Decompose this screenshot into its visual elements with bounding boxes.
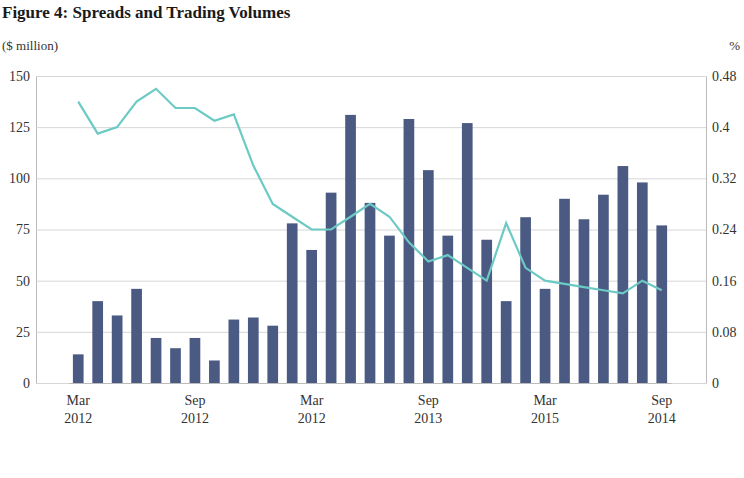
y-axis-line (37, 77, 707, 384)
y2-axis-title: % (729, 38, 740, 53)
bar (170, 348, 181, 383)
y2-tick: 0.24 (706, 222, 737, 237)
x-tick: Mar2015 (531, 383, 559, 426)
bar (365, 203, 376, 383)
bar (462, 123, 473, 383)
bar (190, 338, 201, 383)
x-tick: Mar2012 (298, 383, 326, 426)
bar (267, 326, 278, 383)
x-tick-label: Mar2012 (64, 393, 92, 426)
chart: Figure 4: Spreads and Trading Volumes ($ … (0, 0, 744, 478)
bar (112, 315, 123, 383)
bar (326, 193, 337, 383)
x-tick-label: Sep2013 (414, 393, 442, 426)
y2-axis: 0 0.08 0.16 0.24 0.32 0.4 0.48 (706, 69, 737, 391)
title: Figure 4: Spreads and Trading Volumes (2, 3, 291, 22)
grid-line (36, 76, 706, 77)
y-tick-label: 50 (16, 274, 30, 289)
x-tick: Sep2014 (648, 383, 676, 426)
bar (656, 225, 667, 383)
y2-tick: 0.4 (706, 120, 730, 135)
bar (559, 199, 570, 383)
x-tick: Sep2013 (414, 383, 442, 426)
x-tick-label: Mar2012 (298, 393, 326, 426)
y2-tick-label: 0 (712, 376, 719, 391)
y-axis-title: ($ million) (2, 38, 58, 53)
y2-tick-label: 0.4 (712, 120, 730, 135)
bar (384, 236, 395, 383)
x-tick-label: Mar2015 (531, 393, 559, 426)
y2-axis-line (706, 77, 707, 384)
y2-tick: 0.08 (706, 325, 737, 340)
y-tick: 100 (9, 171, 706, 186)
y-tick-label: 125 (9, 120, 30, 135)
bar (404, 119, 415, 383)
y2-tick-label: 0.08 (712, 325, 737, 340)
y2-tick: 0.32 (706, 171, 737, 186)
y2-tick-label: 0.16 (712, 274, 737, 289)
grid-line (36, 178, 706, 179)
bar (423, 170, 434, 383)
bar (248, 318, 259, 383)
y-tick-label: 25 (16, 325, 30, 340)
y2-tick: 0 (706, 376, 719, 391)
bar (92, 301, 103, 383)
x-tick: Sep2012 (181, 383, 209, 426)
y-tick-label: 100 (9, 171, 30, 186)
bar (520, 217, 531, 383)
y2-tick: 0.48 (706, 69, 737, 84)
bar (345, 115, 356, 383)
x-axis: Mar2012 Sep2012 Mar2012 Sep2013 Mar2015 Sep20… (64, 383, 676, 426)
y-tick: 150 (9, 69, 706, 84)
x-tick-label: Sep2014 (648, 393, 676, 426)
y2-tick-label: 0.24 (712, 222, 737, 237)
y-tick-label: 150 (9, 69, 30, 84)
bar (209, 360, 220, 383)
bar (501, 301, 512, 383)
bar (228, 320, 239, 383)
bar (73, 354, 84, 383)
bar (131, 289, 142, 383)
bar (579, 219, 590, 383)
grid-line (36, 383, 706, 384)
y-tick-label: 0 (23, 376, 30, 391)
bar (306, 250, 317, 383)
bar (481, 240, 492, 383)
plot-area (73, 89, 667, 383)
y2-tick-label: 0.32 (712, 171, 737, 186)
line (78, 89, 662, 294)
x-tick: Mar2012 (64, 383, 92, 426)
bar (618, 166, 629, 383)
grid-line (36, 127, 706, 128)
x-axis-line (70, 383, 672, 384)
y2-tick-label: 0.48 (712, 69, 737, 84)
bar (540, 289, 551, 383)
bar (287, 223, 298, 383)
x-tick-label: Sep2012 (181, 393, 209, 426)
y-axis: 0 25 50 75 100 125 150 (9, 69, 706, 391)
y-tick-label: 75 (16, 222, 30, 237)
bar (151, 338, 162, 383)
y2-tick: 0.16 (706, 274, 737, 289)
